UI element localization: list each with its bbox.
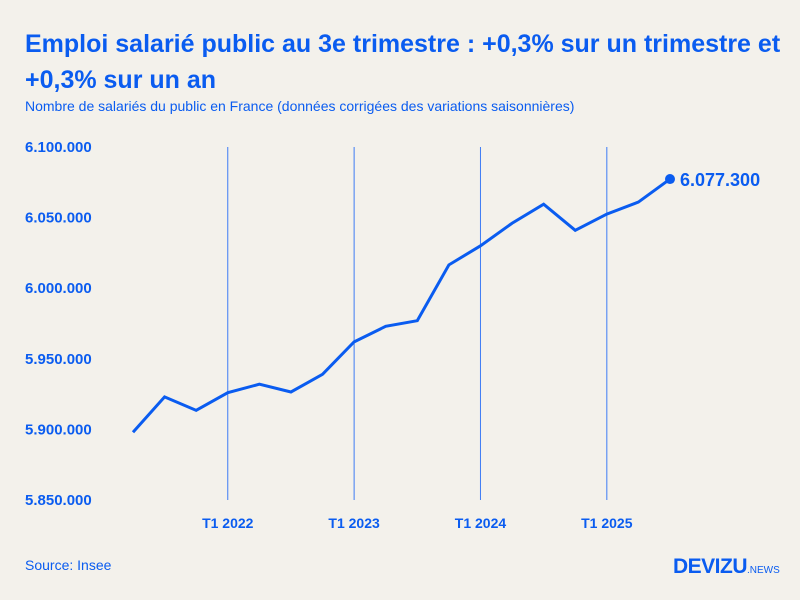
devizu-logo: DEVIZU.NEWS [673,555,780,579]
x-tick-label: T1 2025 [581,515,633,531]
chart-title: Emploi salarié public au 3e trimestre : … [25,30,781,94]
y-tick-label: 6.100.000 [25,139,92,156]
y-tick-label: 5.900.000 [25,421,92,438]
data-point [665,174,675,185]
x-tick-label: T1 2023 [328,515,380,531]
x-tick-label: T1 2024 [455,515,507,531]
x-tick-label: T1 2022 [202,515,254,531]
y-tick-label: 6.000.000 [25,280,92,297]
source-note: Source: Insee [25,557,112,573]
chart-subtitle: Nombre de salariés du public en France (… [25,98,575,114]
logo-main: DEVIZU [673,555,748,578]
logo-suffix: .NEWS [747,565,780,576]
y-tick-label: 5.950.000 [25,351,92,368]
last-value-label: 6.077.300 [680,170,760,190]
y-tick-label: 6.050.000 [25,210,92,227]
series-line [131,177,671,434]
y-tick-label: 5.850.000 [25,492,92,509]
